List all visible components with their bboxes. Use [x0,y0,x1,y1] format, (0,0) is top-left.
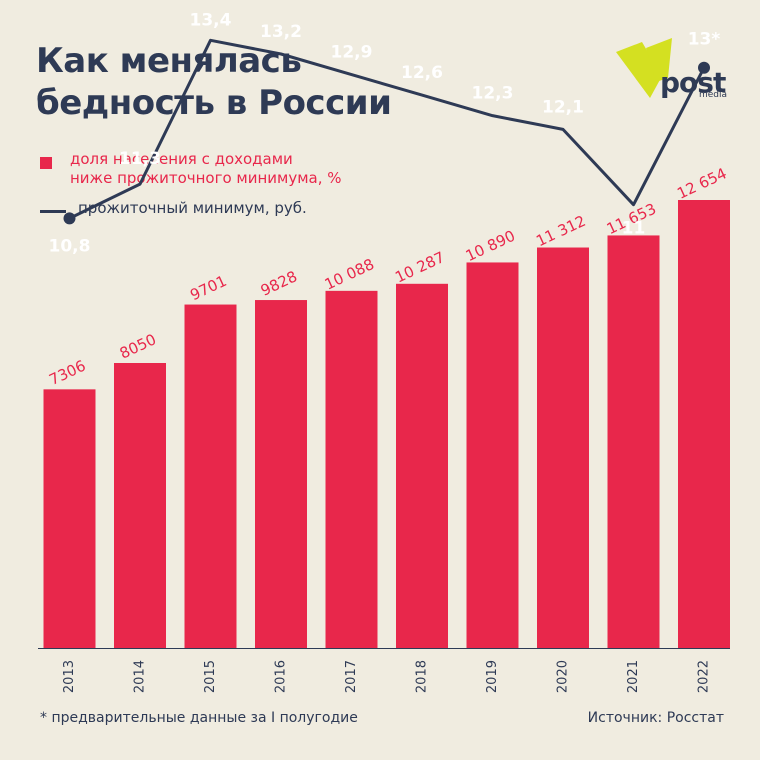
bar-value-label: 10 088 [322,255,377,294]
line-point [698,61,710,74]
line-value-label: 12,9 [331,43,373,63]
bar-value-label: 9828 [258,267,300,299]
bar-2015 [184,304,237,648]
bar-2013 [43,389,96,648]
bar-value-label: 10 890 [463,227,518,266]
logo-text: post [660,66,726,99]
bar-value-label: 11 312 [533,212,588,251]
line-point [63,212,76,225]
bar-2022 [678,200,730,648]
logo-mark [616,38,672,98]
line-value-label: 11,3 [119,149,161,169]
line-value-label: 13* [688,30,721,50]
bar-2018 [396,283,448,648]
x-tick-label: 2021 [626,660,641,693]
logo-subtext: media [699,90,728,100]
bar-2016 [255,300,307,648]
x-tick-label: 2018 [415,660,430,693]
x-tick-label: 2020 [556,660,571,693]
line-value-label: 13,4 [190,10,232,30]
line-value-label: 12,6 [401,63,443,83]
footnote: * предварительные данные за I полугодие [40,710,358,726]
x-tick-label: 2014 [133,660,148,693]
bar-value-label: 9701 [187,272,229,304]
title-line-2: бедность в России [36,83,392,123]
line-value-label: 11 [622,219,646,239]
bar-value-label: 8050 [117,330,159,362]
x-tick-label: 2019 [485,660,500,693]
x-tick-label: 2013 [62,660,77,693]
bar-value-label: 10 287 [392,248,447,287]
legend-swatch-bars [40,157,52,169]
chart-title: Как менялась бедность в России [36,40,392,124]
title-line-1: Как менялась [36,41,302,81]
line-value-label: 12,1 [542,97,584,117]
bar-2019 [466,262,519,648]
bar-2021 [607,235,660,649]
bar-2020 [537,247,589,648]
line-value-label: 13,2 [260,22,302,42]
bar-2014 [114,362,166,648]
x-tick-label: 2017 [344,660,359,693]
x-tick-label: 2022 [697,660,712,693]
line-value-label: 12,3 [472,84,514,104]
legend-label-line: прожиточный минимум, руб. [78,199,307,217]
source-note: Источник: Росстат [587,710,724,726]
bar-value-label: 12 654 [674,164,729,203]
line-series [68,38,706,220]
legend-label-bars: доля населения с доходами ниже прожиточн… [70,150,342,187]
bar-2017 [325,290,378,648]
bar-value-label: 7306 [46,357,88,389]
legend-item-bars: доля населения с доходами ниже прожиточн… [40,150,342,188]
line-value-label: 10,8 [49,236,91,256]
legend-item-line: прожиточный минимум, руб. [40,199,307,218]
legend-swatch-line [40,210,66,213]
x-tick-label: 2015 [203,660,218,693]
x-tick-label: 2016 [274,660,289,693]
